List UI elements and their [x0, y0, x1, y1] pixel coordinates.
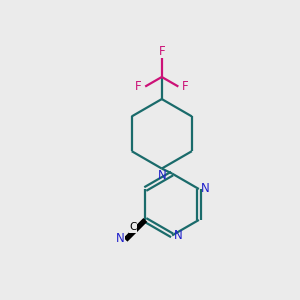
Text: N: N [116, 232, 124, 245]
Text: N: N [174, 230, 183, 242]
Text: N: N [201, 182, 210, 195]
Text: N: N [158, 169, 166, 182]
Text: F: F [182, 80, 188, 93]
Text: F: F [135, 80, 142, 93]
Text: F: F [158, 45, 165, 58]
Text: C: C [129, 222, 137, 233]
